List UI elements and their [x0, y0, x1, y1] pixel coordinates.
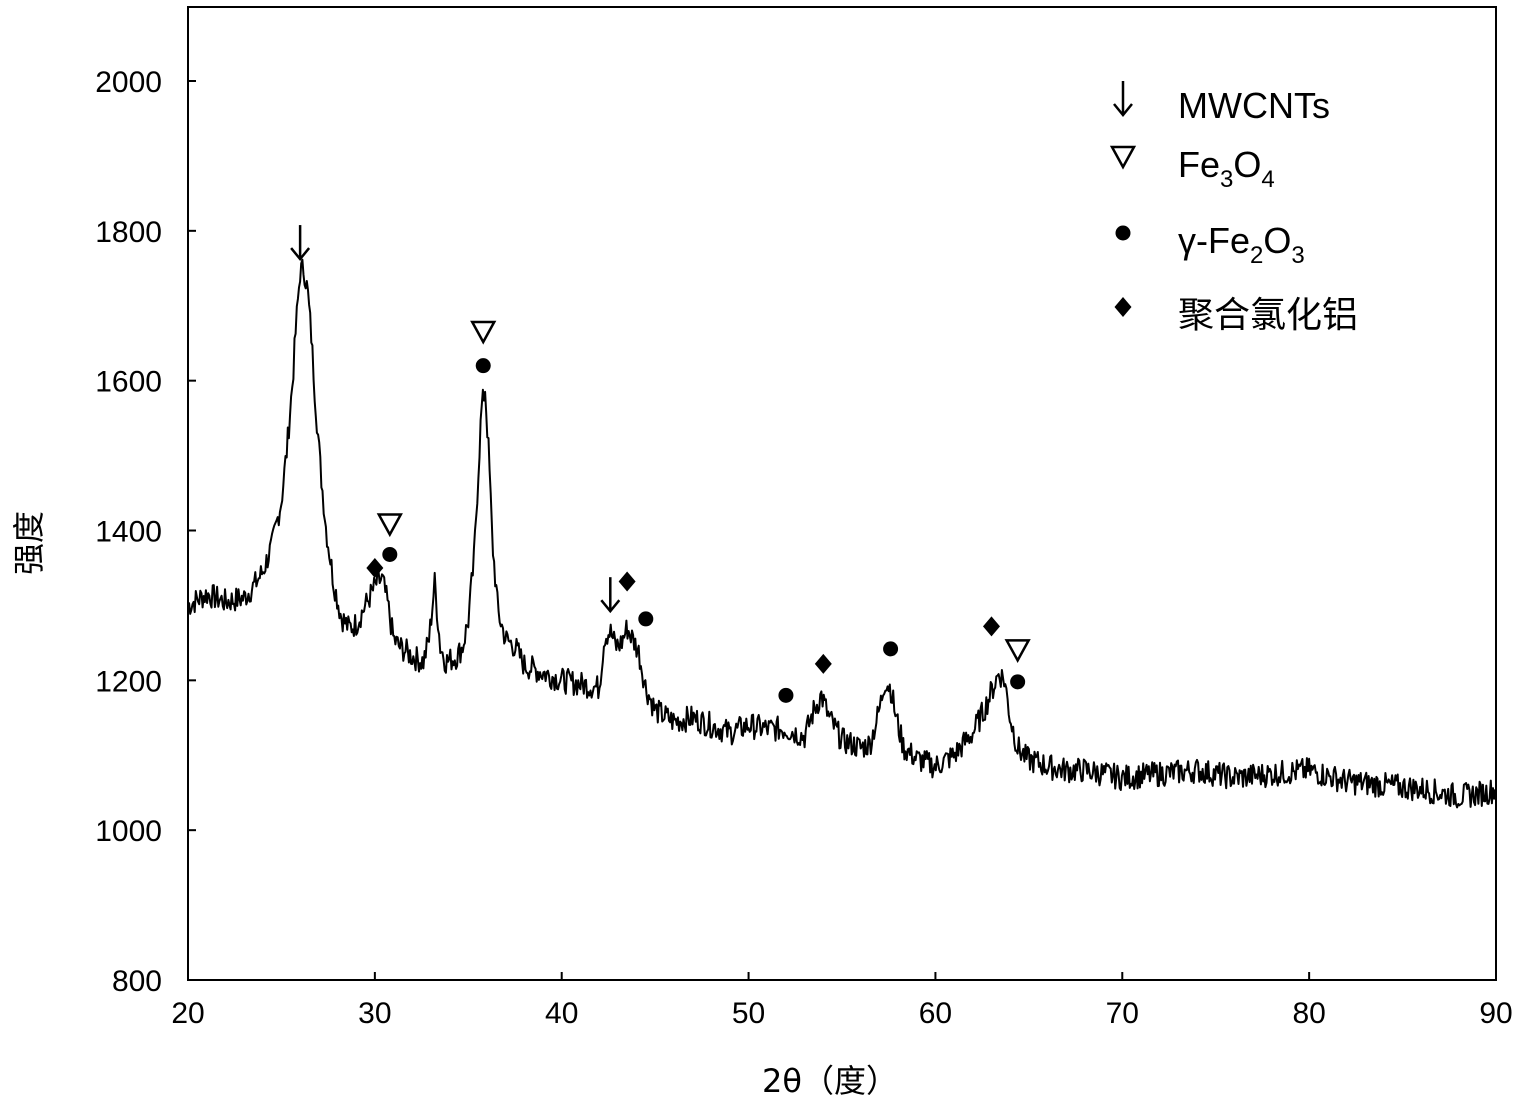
legend-label-subscript: 3 [1291, 242, 1304, 269]
legend-label-part: O [1233, 144, 1261, 185]
legend-label-part: O [1263, 220, 1291, 261]
legend-label-part: Fe [1178, 144, 1220, 185]
diamond-marker [814, 653, 832, 674]
diamond-annotation [814, 653, 832, 674]
circle-marker [1115, 225, 1131, 241]
series-group [187, 258, 1497, 809]
circle-marker [638, 611, 654, 627]
y-tick-label: 800 [112, 965, 162, 998]
legend-label-part: γ-Fe [1178, 220, 1250, 261]
arrow-annotation [290, 225, 311, 262]
legend-item-triangle: Fe3O4 [1109, 144, 1275, 193]
y-tick-label: 1000 [95, 815, 162, 848]
legend-label-subscript: 4 [1261, 166, 1274, 193]
triangle-marker [376, 513, 403, 538]
x-tick-label: 50 [732, 997, 765, 1030]
circle-marker [1010, 674, 1026, 690]
peak-annotations [290, 225, 1031, 703]
diamond-annotation [366, 557, 384, 578]
circle-annotation [883, 641, 899, 657]
arrow-marker-head [600, 599, 621, 614]
legend-label: MWCNTs [1178, 85, 1330, 126]
x-tick-label: 20 [171, 997, 204, 1030]
circle-annotation [1010, 674, 1026, 690]
triangle-marker [1004, 639, 1031, 663]
circle-marker [475, 358, 491, 374]
circle-annotation [778, 687, 794, 703]
x-tick-label: 90 [1479, 997, 1512, 1030]
y-tick-label: 1600 [95, 366, 162, 399]
y-tick-label: 2000 [95, 66, 162, 99]
diamond-annotation [982, 616, 1000, 637]
x-tick-label: 40 [545, 997, 578, 1030]
arrow-annotation [600, 577, 621, 614]
circle-annotation [638, 611, 654, 627]
diamond-marker [366, 557, 384, 578]
circle-marker [778, 687, 794, 703]
diamond-marker [1114, 297, 1132, 317]
diamond-marker [618, 571, 636, 592]
arrow-marker-head [290, 247, 311, 262]
x-tick-label: 60 [919, 997, 952, 1030]
x-axis-ticks: 20 30 40 50 60 70 80 90 [171, 972, 1513, 1030]
circle-marker [883, 641, 899, 657]
x-tick-label: 70 [1106, 997, 1139, 1030]
triangle-annotation [470, 320, 497, 345]
legend-label: Fe3O4 [1178, 144, 1275, 193]
series-line [187, 258, 1497, 809]
legend-item-circle: γ-Fe2O3 [1115, 220, 1305, 269]
plot-frame [187, 6, 1497, 981]
diamond-marker [982, 616, 1000, 637]
triangle-annotation [376, 513, 403, 538]
circle-marker [382, 546, 398, 562]
y-axis-label: 强度 [10, 511, 48, 575]
diamond-annotation [618, 571, 636, 592]
circle-annotation [382, 546, 398, 562]
x-tick-label: 30 [358, 997, 391, 1030]
x-tick-label: 80 [1292, 997, 1325, 1030]
y-axis-ticks: 800 1000 1200 1400 1600 1800 2000 [95, 66, 196, 998]
legend-label: 聚合氯化铝 [1178, 295, 1358, 336]
y-tick-label: 1800 [95, 216, 162, 249]
legend-label-subscript: 2 [1250, 242, 1263, 269]
legend-label-subscript: 3 [1220, 166, 1233, 193]
triangle-marker [470, 320, 497, 345]
triangle-annotation [1004, 639, 1031, 663]
legend-item-diamond: 聚合氯化铝 [1114, 295, 1358, 336]
y-tick-label: 1200 [95, 665, 162, 698]
x-axis-label: 2θ（度） [762, 1062, 898, 1100]
circle-annotation [475, 358, 491, 374]
legend-label: γ-Fe2O3 [1178, 220, 1305, 269]
y-tick-label: 1400 [95, 516, 162, 549]
legend-item-arrow: MWCNTs [1113, 81, 1330, 126]
arrow-marker-head [1113, 103, 1133, 117]
triangle-marker [1109, 145, 1137, 170]
